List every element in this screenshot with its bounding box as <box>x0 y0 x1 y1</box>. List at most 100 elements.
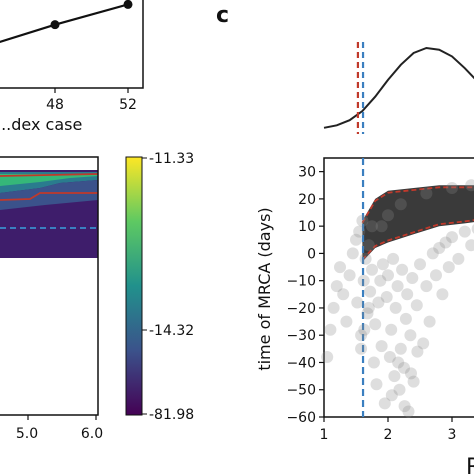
scatter-point-56 <box>442 261 455 274</box>
c-top-panel <box>323 42 474 134</box>
scatter-point-22 <box>370 378 383 391</box>
scatter-point-1 <box>324 323 337 336</box>
scatter-axes: −60 −50 −40 −30 −20 −10 0 10 20 30 1 2 3 <box>286 165 456 443</box>
scatter-ylabel: time of MRCA (days) <box>255 207 274 370</box>
scatter-point-39 <box>398 361 410 374</box>
scatter-point-12 <box>355 329 368 342</box>
top-left-marker-0 <box>50 20 60 30</box>
scatter-point-34 <box>389 301 402 314</box>
heatmap-axes-frame <box>0 156 99 416</box>
scatter-point-73 <box>394 198 407 211</box>
scatter-point-63 <box>358 323 371 336</box>
scatter-point-23 <box>372 296 385 309</box>
heatmap-red-line-2 <box>0 192 98 201</box>
scatter-ytick-label--10: −10 <box>286 274 316 290</box>
scatter-point-26 <box>376 258 389 271</box>
scatter-point-40 <box>399 312 412 325</box>
scatter-point-74 <box>420 187 433 200</box>
heatmap-tick-label-5: 5.0 <box>16 426 38 442</box>
colorbar <box>125 156 143 416</box>
scatter-point-36 <box>393 383 406 396</box>
colorbar-label-mid: -14.32 <box>149 323 194 339</box>
scatter-point-7 <box>343 269 356 282</box>
scatter-point-9 <box>350 233 362 246</box>
top-left-marker-1 <box>123 0 133 9</box>
scatter-point-27 <box>378 397 391 410</box>
heatmap-mid-band <box>0 180 98 210</box>
scatter-point-44 <box>406 272 419 284</box>
scatter-point-6 <box>340 315 353 328</box>
scatter-point-29 <box>382 269 394 282</box>
scatter-point-28 <box>380 291 393 303</box>
scatter-point-14 <box>357 274 370 287</box>
scatter-point-57 <box>446 231 458 244</box>
scatter-point-46 <box>410 299 423 312</box>
scatter-point-49 <box>420 280 433 293</box>
scatter-point-67 <box>398 400 411 413</box>
scatter-point-70 <box>382 209 394 222</box>
scatter-point-20 <box>367 356 380 369</box>
dense-band-lower-contour <box>361 219 474 261</box>
scatter-point-43 <box>404 329 417 342</box>
heatmap-green-band <box>0 174 98 186</box>
scatter-point-16 <box>361 307 374 320</box>
scatter-point-5 <box>337 288 350 301</box>
heatmap-red-line-1 <box>0 173 99 177</box>
scatter-point-10 <box>351 296 364 309</box>
scatter-point-35 <box>391 280 404 293</box>
scatter-ytick-label--20: −20 <box>286 301 316 317</box>
top-left-panel: 48 52 ...dex case <box>0 0 144 134</box>
scatter-point-69 <box>411 345 424 358</box>
scatter-point-48 <box>417 337 430 350</box>
scatter-point-2 <box>327 301 340 314</box>
scatter-point-72 <box>366 220 378 233</box>
scatter-point-62 <box>355 342 368 355</box>
scatter-point-75 <box>446 182 458 194</box>
scatter-point-25 <box>375 340 388 353</box>
scatter-point-60 <box>465 239 474 252</box>
scatter-xlabel: R <box>466 455 474 474</box>
top-left-series-line <box>0 3 129 44</box>
scatter-point-18 <box>364 285 377 298</box>
distribution-curve <box>323 46 474 129</box>
heatmap-panel: 5.0 6.0 -11.33 -14.32 -81.98 <box>0 151 194 442</box>
scatter-ytick-label-30: 30 <box>298 165 316 181</box>
scatter-point-61 <box>471 224 474 234</box>
panel-letter-c: c <box>216 3 229 28</box>
scatter-point-33 <box>388 370 401 383</box>
heatmap-nodata <box>0 258 98 415</box>
scatter-point-37 <box>394 342 407 355</box>
scatter-point-21 <box>369 318 382 331</box>
scatter-point-17 <box>362 239 375 252</box>
scatter-ytick-label--40: −40 <box>286 355 316 371</box>
top-left-xlabel: ...dex case <box>0 115 82 134</box>
heatmap-tick-label-6: 6.0 <box>81 426 103 442</box>
scatter-xtick-label-1: 1 <box>320 427 329 443</box>
scatter-dense-band <box>361 158 474 417</box>
scatter-ytick-label-20: 20 <box>298 192 316 208</box>
scatter-ytick-label--30: −30 <box>286 328 316 344</box>
top-left-axes-frame <box>0 0 144 89</box>
c-bottom-panel: −60 −50 −40 −30 −20 −10 0 10 20 30 1 2 3 time of MRC… <box>255 157 474 474</box>
scatter-point-13 <box>356 214 369 227</box>
scatter-point-76 <box>465 179 474 192</box>
scatter-point-50 <box>423 315 436 328</box>
scatter-point-47 <box>414 258 426 271</box>
scatter-point-52 <box>430 269 442 282</box>
scatter-ytick-label-10: 10 <box>298 219 316 235</box>
scatter-ytick-label--50: −50 <box>286 383 316 399</box>
scatter-point-24 <box>374 274 387 287</box>
scatter-point-59 <box>458 225 471 238</box>
scatter-point-51 <box>426 247 439 260</box>
scatter-point-3 <box>330 280 343 293</box>
scatter-point-30 <box>383 351 396 363</box>
top-left-marks <box>0 0 133 44</box>
scatter-point-53 <box>433 242 446 254</box>
scatter-point-71 <box>375 220 388 233</box>
scatter-axes-frame <box>323 157 474 418</box>
scatter-xtick-label-3: 3 <box>448 427 457 443</box>
dense-band-fill <box>362 185 474 262</box>
scatter-point-54 <box>436 288 449 301</box>
scatter-point-4 <box>334 261 346 274</box>
